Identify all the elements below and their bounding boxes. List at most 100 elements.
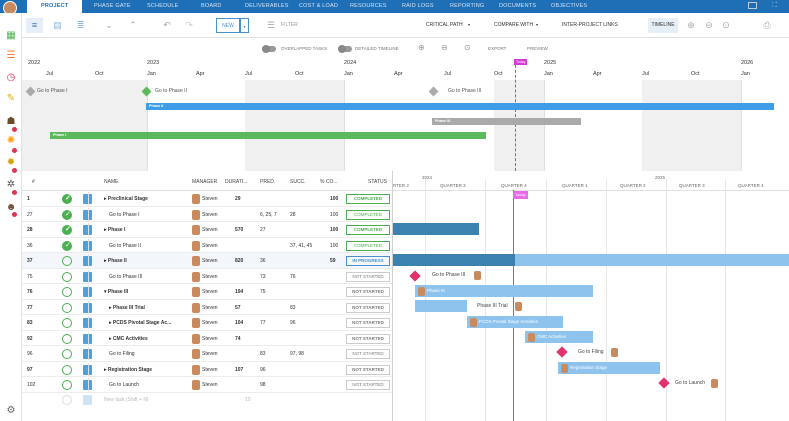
fullscreen-icon[interactable]: ⛶ [772,2,777,9]
clock-icon[interactable]: ◷ [6,72,16,83]
col-succ[interactable]: SUCC. [290,179,306,185]
duration-cell[interactable]: 194 [235,289,244,295]
zoom-in-icon[interactable]: ⊕ [687,20,695,30]
predecessors-cell[interactable]: 77 [260,320,266,326]
tab-objectives[interactable]: OBJECTIVES [551,3,588,9]
new-dropdown-button[interactable]: ▾ [240,18,249,33]
task-name[interactable]: ▸ Phase III Trial [109,304,145,311]
complete-checkbox[interactable] [62,256,72,266]
compare-with-chevron[interactable]: ▾ [536,22,539,27]
team-icon[interactable]: ☗ [6,116,16,127]
complete-checkbox[interactable] [62,380,72,390]
table-row[interactable]: 77 ▸ Phase III Trial Steven 57 83 NOT STARTED [22,300,392,315]
duration-cell[interactable]: 74 [235,335,241,342]
folder-icon[interactable] [83,271,92,282]
folder-icon[interactable] [83,349,92,359]
predecessors-cell[interactable]: 73 [260,273,266,280]
gantt-bar-phase-iii-trial[interactable] [415,300,467,312]
predecessors-cell[interactable]: 75 [260,289,266,295]
col-num[interactable]: # [32,179,35,185]
folder-icon[interactable] [83,364,92,375]
table-row[interactable]: 92 ▸ CMC Activities Steven 74 NOT STARTED [22,331,392,346]
gear-team-icon[interactable]: ✲ [6,179,16,190]
grid-view-icon[interactable]: ▤ [53,20,62,30]
table-row[interactable]: 76 ▾ Phase III Steven 194 75 NOT STARTED [22,284,392,300]
task-name[interactable]: ▸ Phase I [104,227,126,233]
task-name[interactable]: ▸ Preclinical Stage [104,196,148,202]
percent-complete-cell[interactable]: 100 [330,242,339,249]
folder-icon[interactable] [83,318,92,328]
tab-resources[interactable]: RESOURCES [350,3,387,9]
successors-cell[interactable]: 37, 41, 45 [290,242,313,249]
new-task-row[interactable]: New task (Shift + N) 10 [22,392,392,408]
complete-checkbox[interactable] [62,271,72,282]
folder-icon[interactable] [83,287,92,297]
duration-cell[interactable]: 107 [235,366,244,373]
col-complete[interactable]: % CO... [320,179,338,185]
complete-checkbox[interactable] [62,240,72,251]
duration-cell[interactable]: 820 [235,258,244,264]
filter-label[interactable]: FILTER [281,22,298,28]
status-badge[interactable]: COMPLETED [346,209,390,220]
predecessors-cell[interactable]: 27 [260,227,266,233]
inter-project-links-button[interactable]: INTER-PROJECT LINKS [562,22,618,28]
table-row[interactable]: 27 Go to Phase I Steven 6, 25, 7 28 100 COMPLE… [22,207,392,222]
print-icon[interactable]: ⎙ [763,20,771,30]
compare-with-dropdown[interactable]: COMPARE WITH [494,22,534,28]
new-button[interactable]: NEW [216,18,240,33]
successors-cell[interactable]: 97, 98 [290,351,304,357]
complete-checkbox[interactable] [62,194,72,204]
undo-icon[interactable]: ↶ [163,20,171,30]
predecessors-cell[interactable]: 98 [260,382,266,388]
chevron-down-icon[interactable]: ⌄ [105,20,113,30]
complete-checkbox[interactable] [62,364,72,375]
status-badge[interactable]: NOT STARTED [346,318,390,328]
col-name[interactable]: NAME [104,179,119,185]
folder-icon[interactable] [83,225,92,235]
task-name[interactable]: Go to Filing [109,351,194,357]
gantt-milestone-go-to-filing[interactable] [556,346,568,358]
milestone-diamond[interactable] [428,86,439,97]
portfolio-icon[interactable]: ▦ [6,30,16,41]
detailed-timeline-toggle[interactable] [338,45,352,53]
successors-cell[interactable]: 76 [290,273,296,280]
task-name[interactable]: Go to Phase II [109,243,194,249]
redo-icon[interactable]: ↷ [185,20,193,30]
status-badge[interactable]: NOT STARTED [346,271,390,282]
task-name[interactable]: Go to Phase I [109,212,194,218]
new-task-plus-icon[interactable] [83,395,92,405]
status-badge[interactable]: NOT STARTED [346,302,390,313]
gantt-bar-pcds-pivotal[interactable]: PCDS Pivotal Stage Activities [467,316,563,328]
overlapped-tasks-toggle[interactable] [262,45,276,53]
tab-cost-load[interactable]: COST & LOAD [299,3,339,9]
col-manager[interactable]: MANAGER [192,179,218,185]
task-name[interactable]: Go to Phase III [109,274,194,280]
gantt-bar-phase-i[interactable] [393,223,479,235]
tab-phase-gate[interactable]: PHASE GATE [94,3,131,9]
ideas-icon[interactable]: ✎ [6,93,16,104]
sun-icon[interactable]: ✺ [6,135,16,146]
task-name[interactable]: Go to Launch [109,382,194,388]
chat-icon[interactable] [748,2,757,9]
gantt-milestone-go-to-launch[interactable] [658,377,670,389]
successors-cell[interactable]: 96 [290,320,296,326]
gantt-bar-cmc-activities[interactable]: CMC Activities [525,331,593,343]
complete-checkbox[interactable] [62,333,72,344]
complete-checkbox[interactable] [62,302,72,313]
tab-raid-logs[interactable]: RAID LOGS [402,3,434,9]
table-row[interactable]: 1 ▸ Preclinical Stage Steven 29 100 COMPLETED [22,191,392,207]
complete-checkbox[interactable] [62,225,72,235]
col-duration[interactable]: DURATI... [225,179,248,185]
tab-reporting[interactable]: REPORTING [450,3,485,9]
timeline-bar-phase-iii[interactable]: Phase III [432,118,581,125]
percent-complete-cell[interactable]: 59 [330,258,336,264]
critical-path-chevron[interactable]: ▾ [468,22,471,27]
chevron-up-icon[interactable]: ⌃ [129,20,137,30]
gantt-bar-registration[interactable]: Registration Stage [558,362,660,374]
table-row[interactable]: 28 ▸ Phase I Steven 570 27 100 COMPLETED [22,222,392,238]
timeline-zoom-fit-icon[interactable]: ⊙ [464,43,471,52]
tab-documents[interactable]: DOCUMENTS [499,3,537,9]
timeline-button[interactable]: TIMELINE [648,18,678,33]
filter-icon[interactable]: ☰ [266,20,276,30]
table-row[interactable]: 37 ▸ Phase II Steven 820 36 59 IN PROGRESS [22,253,392,269]
